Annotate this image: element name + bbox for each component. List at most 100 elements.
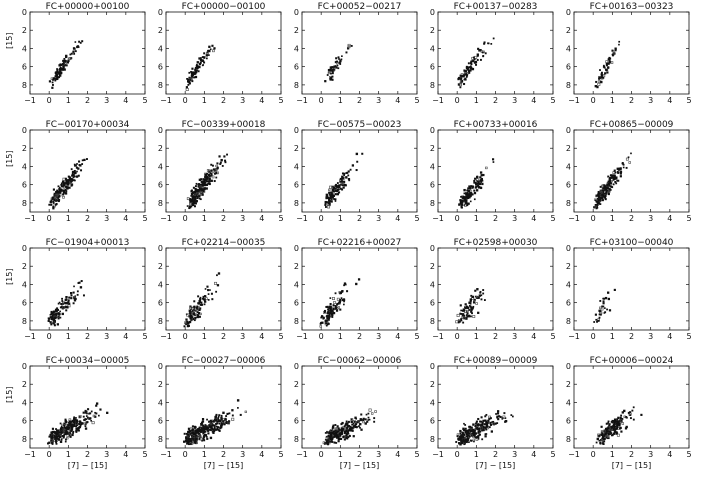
data-point [499, 415, 502, 418]
data-point [617, 416, 620, 420]
x-tick-label: 1 [338, 332, 343, 341]
data-point [208, 421, 210, 423]
data-point [59, 72, 63, 75]
data-point [210, 427, 213, 430]
data-point [50, 432, 53, 435]
data-point [325, 196, 328, 198]
data-point [336, 64, 339, 67]
x-tick-label: 3 [104, 450, 109, 459]
data-point [220, 425, 223, 428]
data-point [629, 414, 632, 416]
data-point [362, 420, 365, 424]
data-point [603, 433, 606, 436]
data-point [475, 189, 479, 192]
data-point [73, 422, 76, 425]
data-point [469, 200, 472, 203]
data-point [615, 422, 618, 425]
data-point [194, 437, 197, 440]
data-point [227, 421, 230, 425]
data-point [367, 416, 370, 419]
data-point [189, 202, 192, 206]
data-point [65, 429, 68, 433]
data-point [465, 74, 469, 77]
data-point [77, 426, 80, 429]
data-point [331, 315, 334, 318]
data-point [465, 76, 468, 78]
data-point [191, 196, 194, 199]
data-point [480, 427, 483, 430]
data-point [324, 438, 327, 441]
data-point [610, 61, 614, 64]
data-point [219, 163, 222, 165]
data-point [329, 200, 332, 202]
data-point [466, 312, 469, 315]
data-point [55, 432, 59, 435]
data-point [201, 297, 204, 300]
data-point [604, 195, 607, 198]
data-point [602, 300, 605, 303]
data-point [462, 313, 465, 316]
data-point [600, 73, 603, 76]
data-point [334, 306, 337, 308]
data-point [596, 86, 599, 89]
data-point [336, 302, 339, 305]
data-point [203, 300, 207, 303]
data-point [362, 417, 365, 420]
y-tick-label: 0 [430, 126, 435, 135]
data-point [463, 309, 466, 312]
data-point [504, 420, 507, 423]
x-tick-label: 0 [455, 214, 460, 223]
data-point [223, 423, 226, 426]
data-point [480, 424, 484, 427]
data-point [76, 170, 78, 173]
x-tick-label: 2 [493, 450, 498, 459]
data-point [217, 426, 220, 429]
data-point [210, 163, 213, 166]
data-point [69, 53, 72, 56]
y-tick-label: 2 [22, 144, 27, 153]
data-point [192, 435, 195, 438]
data-point [55, 193, 59, 197]
data-point [244, 410, 247, 413]
data-point [231, 414, 234, 417]
data-point [607, 190, 611, 193]
data-point [331, 439, 333, 442]
data-point [66, 61, 70, 64]
data-point [614, 425, 617, 428]
data-point [460, 203, 464, 206]
x-tick-label: 3 [376, 332, 381, 341]
data-point [201, 192, 204, 194]
data-point [205, 180, 208, 183]
data-point [205, 177, 208, 180]
data-point [606, 71, 609, 74]
panel-frame [437, 365, 554, 449]
data-point [339, 292, 342, 295]
data-point [196, 192, 199, 195]
x-tick-label: 2 [357, 450, 362, 459]
data-point [73, 299, 77, 302]
data-point [203, 179, 206, 182]
data-point [69, 421, 72, 424]
data-point [63, 189, 66, 192]
data-point [485, 413, 488, 416]
y-tick-label: 6 [430, 417, 435, 426]
data-point [366, 420, 369, 423]
data-point [460, 317, 463, 320]
data-point [607, 426, 610, 429]
data-point [485, 425, 489, 428]
y-tick-label: 0 [294, 8, 299, 17]
data-point [467, 202, 470, 205]
data-point [332, 308, 335, 310]
data-point [55, 73, 58, 77]
data-point [327, 441, 330, 444]
data-point [319, 325, 322, 328]
y-tick-label: 4 [430, 162, 435, 171]
x-tick-label: 4 [123, 214, 128, 223]
data-point [595, 441, 598, 444]
data-point [460, 309, 463, 312]
y-tick-label: 4 [294, 280, 299, 289]
data-point [459, 429, 462, 433]
y-tick-label: 4 [566, 44, 571, 53]
x-tick-label: 2 [85, 214, 90, 223]
data-point [603, 430, 607, 433]
